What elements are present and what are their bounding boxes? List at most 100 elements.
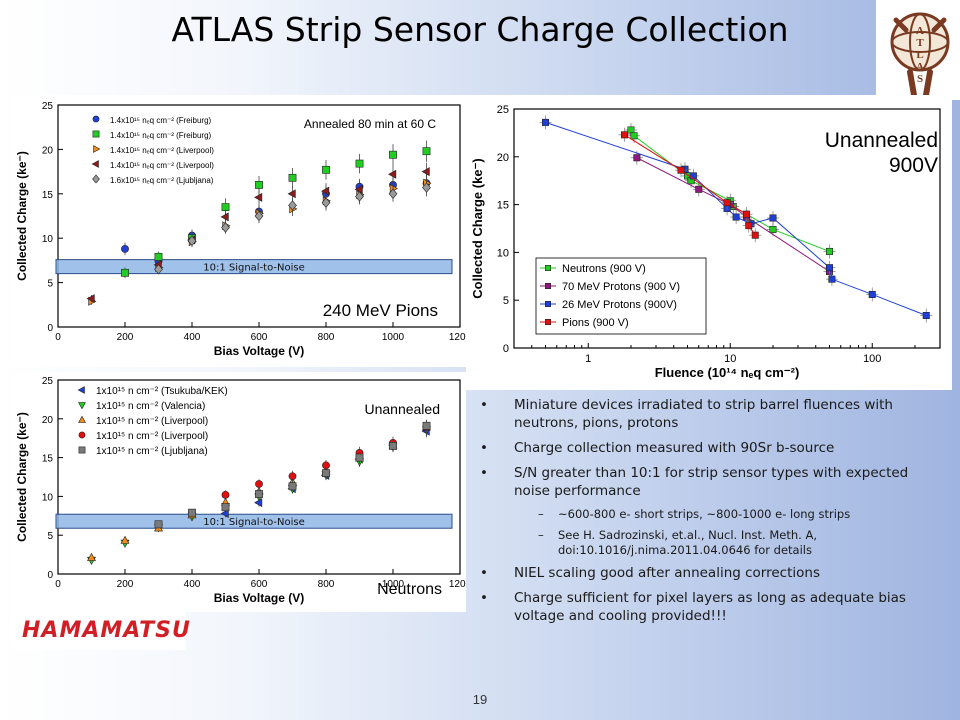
data-point [723, 199, 731, 207]
chart-title: 240 MeV Pions [323, 301, 438, 320]
data-point [422, 182, 431, 193]
series-0 [624, 123, 836, 259]
data-point [630, 132, 638, 140]
unannealed-chart-panel: 0 5 10 15 20 25 1 10 100 Fluence (10¹⁴ nₑq cm⁻²) C… [466, 95, 952, 390]
y-tick-label: 15 [42, 454, 54, 465]
data-point [422, 421, 431, 430]
x-tick-label: 600 [251, 579, 268, 590]
data-point [826, 264, 834, 272]
x-tick-label: 1000 [382, 579, 405, 590]
legend-label: Pions (900 V) [562, 317, 629, 329]
y-tick-label: 0 [47, 570, 53, 581]
data-point [389, 442, 397, 450]
x-tick-label: 0 [55, 579, 61, 590]
atlas-logo: A T L A S [876, 0, 960, 100]
data-point [221, 203, 230, 212]
data-point [354, 184, 363, 194]
series-2 [88, 174, 432, 306]
x-tick-label: 800 [318, 579, 335, 590]
data-point [826, 247, 834, 255]
legend-label: 70 MeV Protons (900 V) [562, 281, 680, 293]
bullet-item: Charge sufficient for pixel layers as lo… [478, 589, 948, 625]
y-tick-label: 0 [503, 343, 509, 355]
neutrons-chart-panel: 0 5 10 15 20 25 0 200 400 600 800 1000 1200 Bias Volt… [12, 372, 466, 612]
data-point [288, 472, 297, 481]
x-tick-label: 200 [117, 579, 134, 590]
legend-marker [92, 174, 100, 184]
x-tick-label: 1200 [449, 332, 466, 343]
x-tick-label: 100 [863, 353, 881, 365]
series-line [630, 129, 830, 252]
y-axis-label: Collected Charge (ke⁻) [470, 158, 485, 299]
data-point [255, 480, 263, 488]
data-point [255, 490, 263, 498]
data-point [633, 154, 641, 162]
y-tick-label: 5 [503, 295, 509, 307]
legend-label: 1.4x10¹⁵ nₑq cm⁻² (Freiburg) [110, 131, 212, 140]
chart-annotation: Unannealed [364, 401, 440, 417]
series-4 [154, 178, 431, 275]
y-tick-label: 10 [42, 492, 54, 503]
slide-title: ATLAS Strip Sensor Charge Collection [171, 10, 789, 49]
data-point [288, 482, 297, 491]
data-point [254, 192, 263, 202]
data-point [154, 252, 163, 261]
svg-text:A: A [916, 25, 924, 37]
chart-title: 900V [889, 154, 938, 177]
legend-marker [78, 431, 86, 439]
x-tick-label: 1200 [449, 579, 466, 590]
series-3 [86, 162, 430, 304]
data-point [742, 210, 750, 218]
data-point [695, 185, 703, 193]
data-point [677, 166, 685, 174]
data-point [322, 469, 330, 478]
x-tick-label: 800 [318, 332, 335, 343]
legend-marker [545, 301, 552, 308]
series-3 [618, 127, 762, 243]
series-4 [154, 419, 431, 529]
data-point [620, 131, 628, 139]
series-3 [221, 420, 431, 500]
data-point [322, 165, 330, 174]
y-axis-label: Collected Charge (ke⁻) [15, 151, 29, 281]
data-point [868, 290, 876, 298]
data-point [254, 210, 264, 222]
data-point [220, 509, 229, 518]
x-tick-label: 0 [55, 332, 61, 343]
legend-marker [92, 130, 100, 138]
legend-label: 1x10¹⁵ n cm⁻² (Ljubljana) [96, 446, 208, 457]
data-point [421, 167, 430, 177]
bullet-item: Miniature devices irradiated to strip ba… [478, 396, 948, 432]
data-point [388, 169, 397, 179]
x-axis-label: Fluence (10¹⁴ nₑq cm⁻²) [655, 365, 800, 380]
data-point [769, 225, 777, 233]
y-tick-label: 5 [47, 531, 53, 542]
x-tick-label: 10 [724, 353, 736, 365]
chart-title: Unannealed [825, 129, 938, 152]
signal-to-noise-label: 10:1 Signal-to-Noise [203, 517, 305, 528]
legend-box [535, 257, 707, 335]
data-point [322, 461, 330, 470]
data-point [188, 508, 196, 517]
data-point [221, 503, 230, 512]
data-point [87, 552, 96, 561]
data-point [121, 268, 129, 277]
data-point [769, 214, 777, 222]
data-point [154, 520, 163, 529]
y-tick-label: 25 [497, 104, 509, 116]
y-tick-label: 5 [47, 279, 53, 290]
data-point [288, 173, 297, 182]
data-point [288, 200, 297, 211]
slide-number: 19 [472, 692, 488, 707]
data-point [120, 535, 130, 544]
chart-title: Neutrons [377, 581, 442, 598]
y-tick-label: 25 [42, 101, 54, 112]
neutrons-chart: 0 5 10 15 20 25 0 200 400 600 800 1000 1200 Bias Volt… [15, 376, 466, 605]
y-axis-label: Collected Charge (ke⁻) [15, 412, 29, 542]
plot-frame [513, 108, 941, 349]
data-point [187, 235, 197, 247]
data-point [355, 191, 364, 202]
data-point [220, 212, 229, 222]
data-point [355, 453, 364, 462]
y-tick-label: 20 [42, 415, 54, 426]
